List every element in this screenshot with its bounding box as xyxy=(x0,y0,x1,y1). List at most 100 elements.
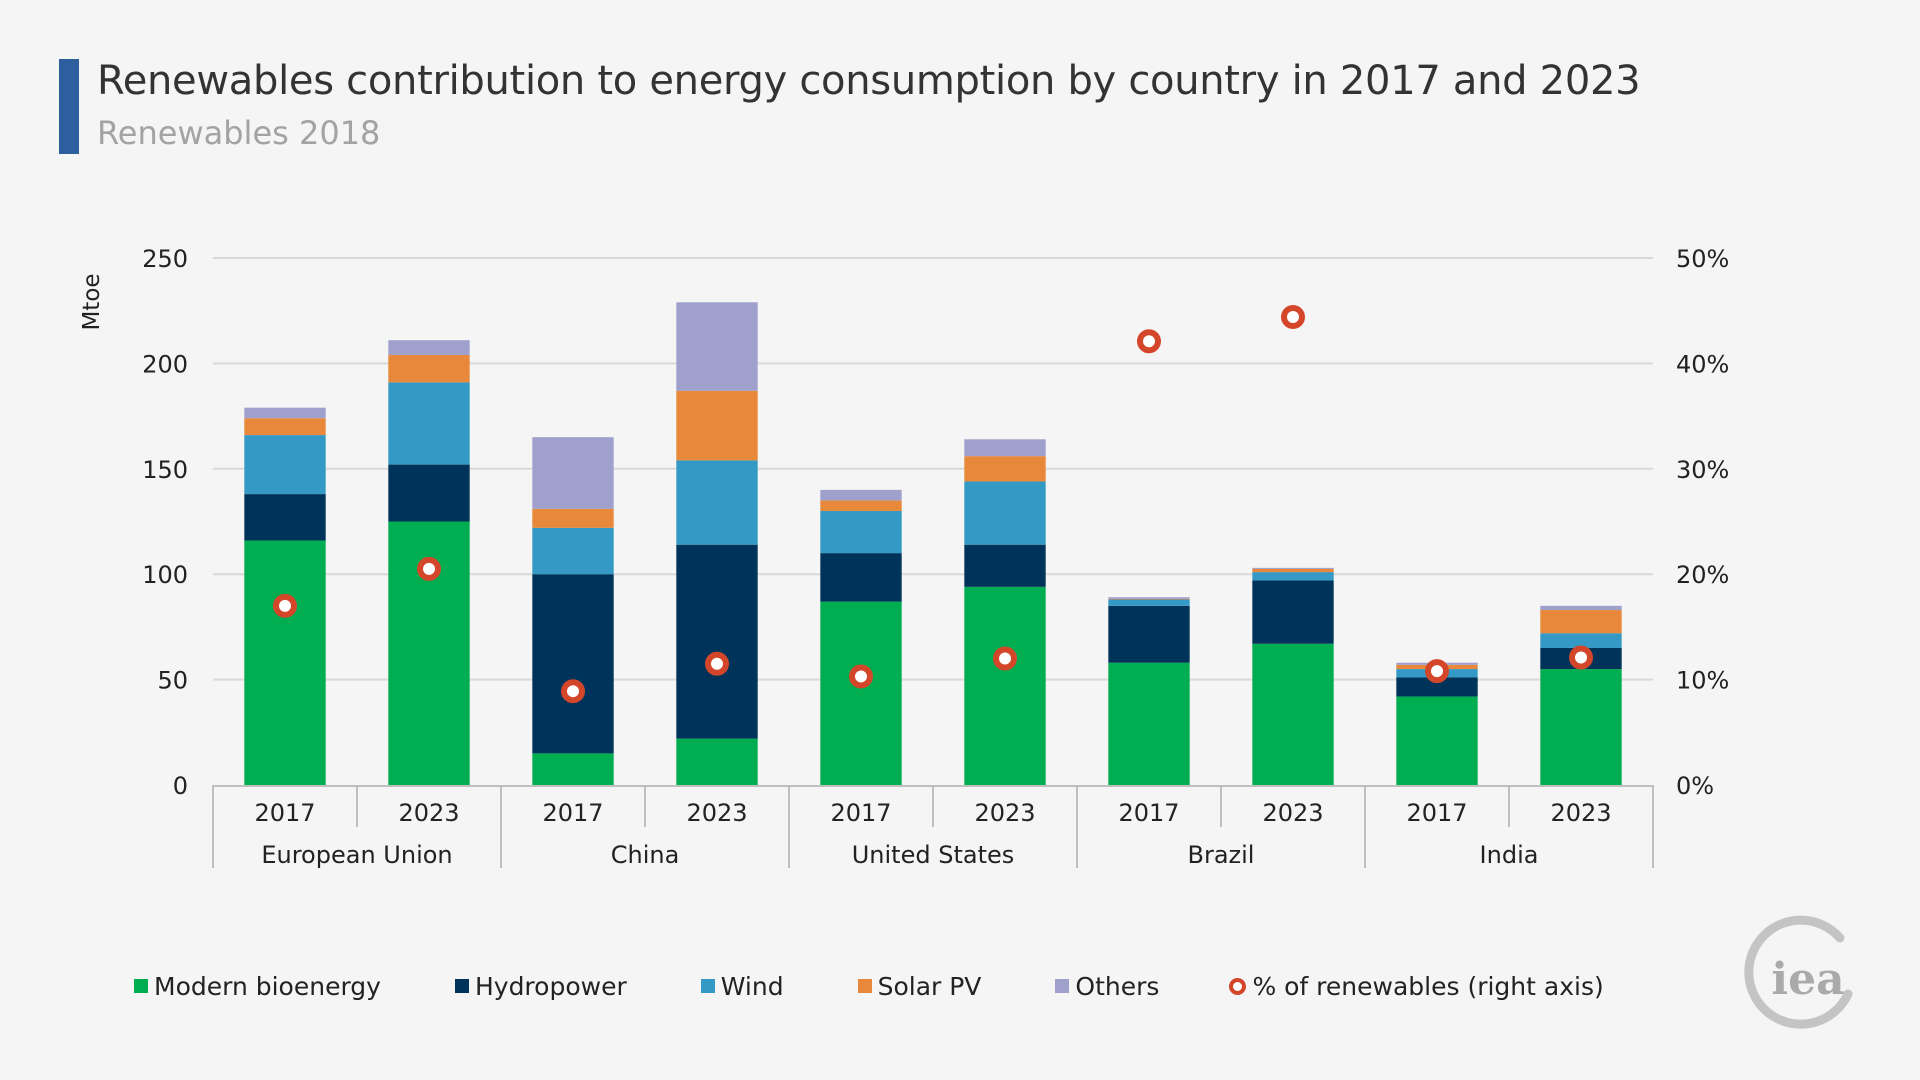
bar-segment-hydropower xyxy=(532,574,614,754)
legend-label: Modern bioenergy xyxy=(154,971,381,1001)
y-tick-label: 200 xyxy=(142,350,188,378)
percent-marker xyxy=(1425,659,1449,684)
bar-segment-others xyxy=(532,437,614,509)
legend-label: Hydropower xyxy=(474,971,627,1001)
legend-swatch-icon xyxy=(1055,979,1070,993)
bar-segment-hydropower xyxy=(1396,677,1478,697)
bar-segment-solar-pv xyxy=(532,508,614,528)
legend-swatch-icon xyxy=(134,979,148,993)
bar-segment-others xyxy=(964,439,1046,457)
y-tick-label: 0 xyxy=(173,772,188,800)
percent-marker xyxy=(417,556,441,581)
y-right-tick-label: 0% xyxy=(1676,772,1714,800)
chart-title: Renewables contribution to energy consum… xyxy=(97,58,1641,104)
bar-segment-others xyxy=(820,489,902,501)
bar-segment-others xyxy=(676,302,758,391)
y-tick-label: 250 xyxy=(142,245,188,273)
bar-segment-hydropower xyxy=(820,553,902,602)
bar-segment-solar-pv xyxy=(1108,598,1190,600)
bar-segment-others xyxy=(1540,605,1622,611)
percent-marker xyxy=(993,646,1017,671)
bar-segment-others xyxy=(244,407,326,419)
title-accent-bar xyxy=(59,59,79,154)
y-axis-title: Mtoe xyxy=(79,273,105,330)
bar-segment-others xyxy=(1108,597,1190,599)
percent-markers xyxy=(273,305,1593,704)
x-tick-label-year: 2017 xyxy=(254,799,315,827)
legend-label: Solar PV xyxy=(877,971,982,1001)
bar-segment-wind xyxy=(676,460,758,545)
bar-segment-modern-bioenergy xyxy=(532,753,614,785)
bar-segment-wind xyxy=(388,382,470,465)
bar-segment-wind xyxy=(1108,599,1190,606)
bar-segment-modern-bioenergy xyxy=(964,586,1046,785)
bar-segment-modern-bioenergy xyxy=(1540,669,1622,785)
x-group-label: Brazil xyxy=(1188,841,1255,869)
legend-item: % of renewables (right axis) xyxy=(1229,972,1604,1001)
logo-text: iea xyxy=(1771,954,1844,1005)
y-right-tick-label: 40% xyxy=(1676,350,1729,378)
y-right-tick-label: 10% xyxy=(1676,667,1729,695)
bar-segment-hydropower xyxy=(1108,605,1190,663)
x-tick-label-year: 2023 xyxy=(686,799,747,827)
bar-segment-solar-pv xyxy=(388,354,470,383)
y-right-tick-label: 50% xyxy=(1676,245,1729,273)
legend-item: Modern bioenergy xyxy=(134,972,381,1001)
bar-segment-hydropower xyxy=(388,464,470,522)
bar-segment-others xyxy=(1252,567,1334,569)
y-tick-label: 50 xyxy=(157,667,188,695)
y-right-tick-label: 30% xyxy=(1676,456,1729,484)
x-tick-label-year: 2023 xyxy=(1262,799,1323,827)
percent-marker xyxy=(849,664,873,689)
bar-segment-modern-bioenergy xyxy=(676,738,758,785)
bar-segment-solar-pv xyxy=(1540,610,1622,634)
bar-segment-modern-bioenergy xyxy=(1396,696,1478,785)
bar-segment-modern-bioenergy xyxy=(1108,662,1190,785)
bar-segment-wind xyxy=(964,481,1046,545)
legend-item: Hydropower xyxy=(454,971,627,1001)
percent-marker xyxy=(1569,645,1593,670)
bar-segment-modern-bioenergy xyxy=(1252,643,1334,785)
bar-segment-wind xyxy=(532,527,614,575)
percent-marker xyxy=(273,593,297,618)
x-tick-label-year: 2017 xyxy=(1406,799,1467,827)
bar-segment-wind xyxy=(820,510,902,554)
percent-marker xyxy=(1137,329,1161,354)
bar-segment-hydropower xyxy=(244,494,326,541)
y-right-tick-label: 20% xyxy=(1676,561,1729,589)
x-group-label: China xyxy=(611,841,680,869)
legend-item: Wind xyxy=(700,971,784,1001)
x-tick-label-year: 2017 xyxy=(1118,799,1179,827)
bar-segment-wind xyxy=(1540,633,1622,648)
iea-logo-icon: iea xyxy=(1744,915,1853,1029)
legend-swatch-icon xyxy=(700,979,715,993)
bar-segment-solar-pv xyxy=(820,500,902,511)
legend-label: Others xyxy=(1075,971,1160,1001)
bar-segment-wind xyxy=(244,435,326,495)
legend: Modern bioenergy Hydropower Wind Solar PV Ot… xyxy=(134,966,1604,1006)
bar-segment-others xyxy=(388,340,470,355)
bar-segment-solar-pv xyxy=(1252,568,1334,573)
bar-segment-solar-pv xyxy=(676,390,758,461)
bar-segment-hydropower xyxy=(676,544,758,739)
x-tick-label-year: 2023 xyxy=(974,799,1035,827)
legend-marker-icon xyxy=(1229,977,1247,995)
y-tick-label: 150 xyxy=(142,456,188,484)
x-group-label: European Union xyxy=(261,841,452,869)
x-group-label: United States xyxy=(852,841,1015,869)
bar-segment-solar-pv xyxy=(244,418,326,436)
bar-segment-hydropower xyxy=(964,544,1046,587)
percent-marker xyxy=(705,651,729,676)
legend-swatch-icon xyxy=(857,979,872,993)
percent-marker xyxy=(1281,305,1305,330)
x-tick-label-year: 2023 xyxy=(398,799,459,827)
bar-segment-hydropower xyxy=(1252,580,1334,644)
x-tick-label-year: 2023 xyxy=(1550,799,1611,827)
legend-item: Solar PV xyxy=(857,971,982,1001)
y-axis-right: 0% 10% 20% 30% 40% 50% xyxy=(1676,245,1729,800)
legend-label: Wind xyxy=(720,971,784,1001)
percent-marker xyxy=(561,679,585,704)
y-tick-label: 100 xyxy=(142,561,188,589)
